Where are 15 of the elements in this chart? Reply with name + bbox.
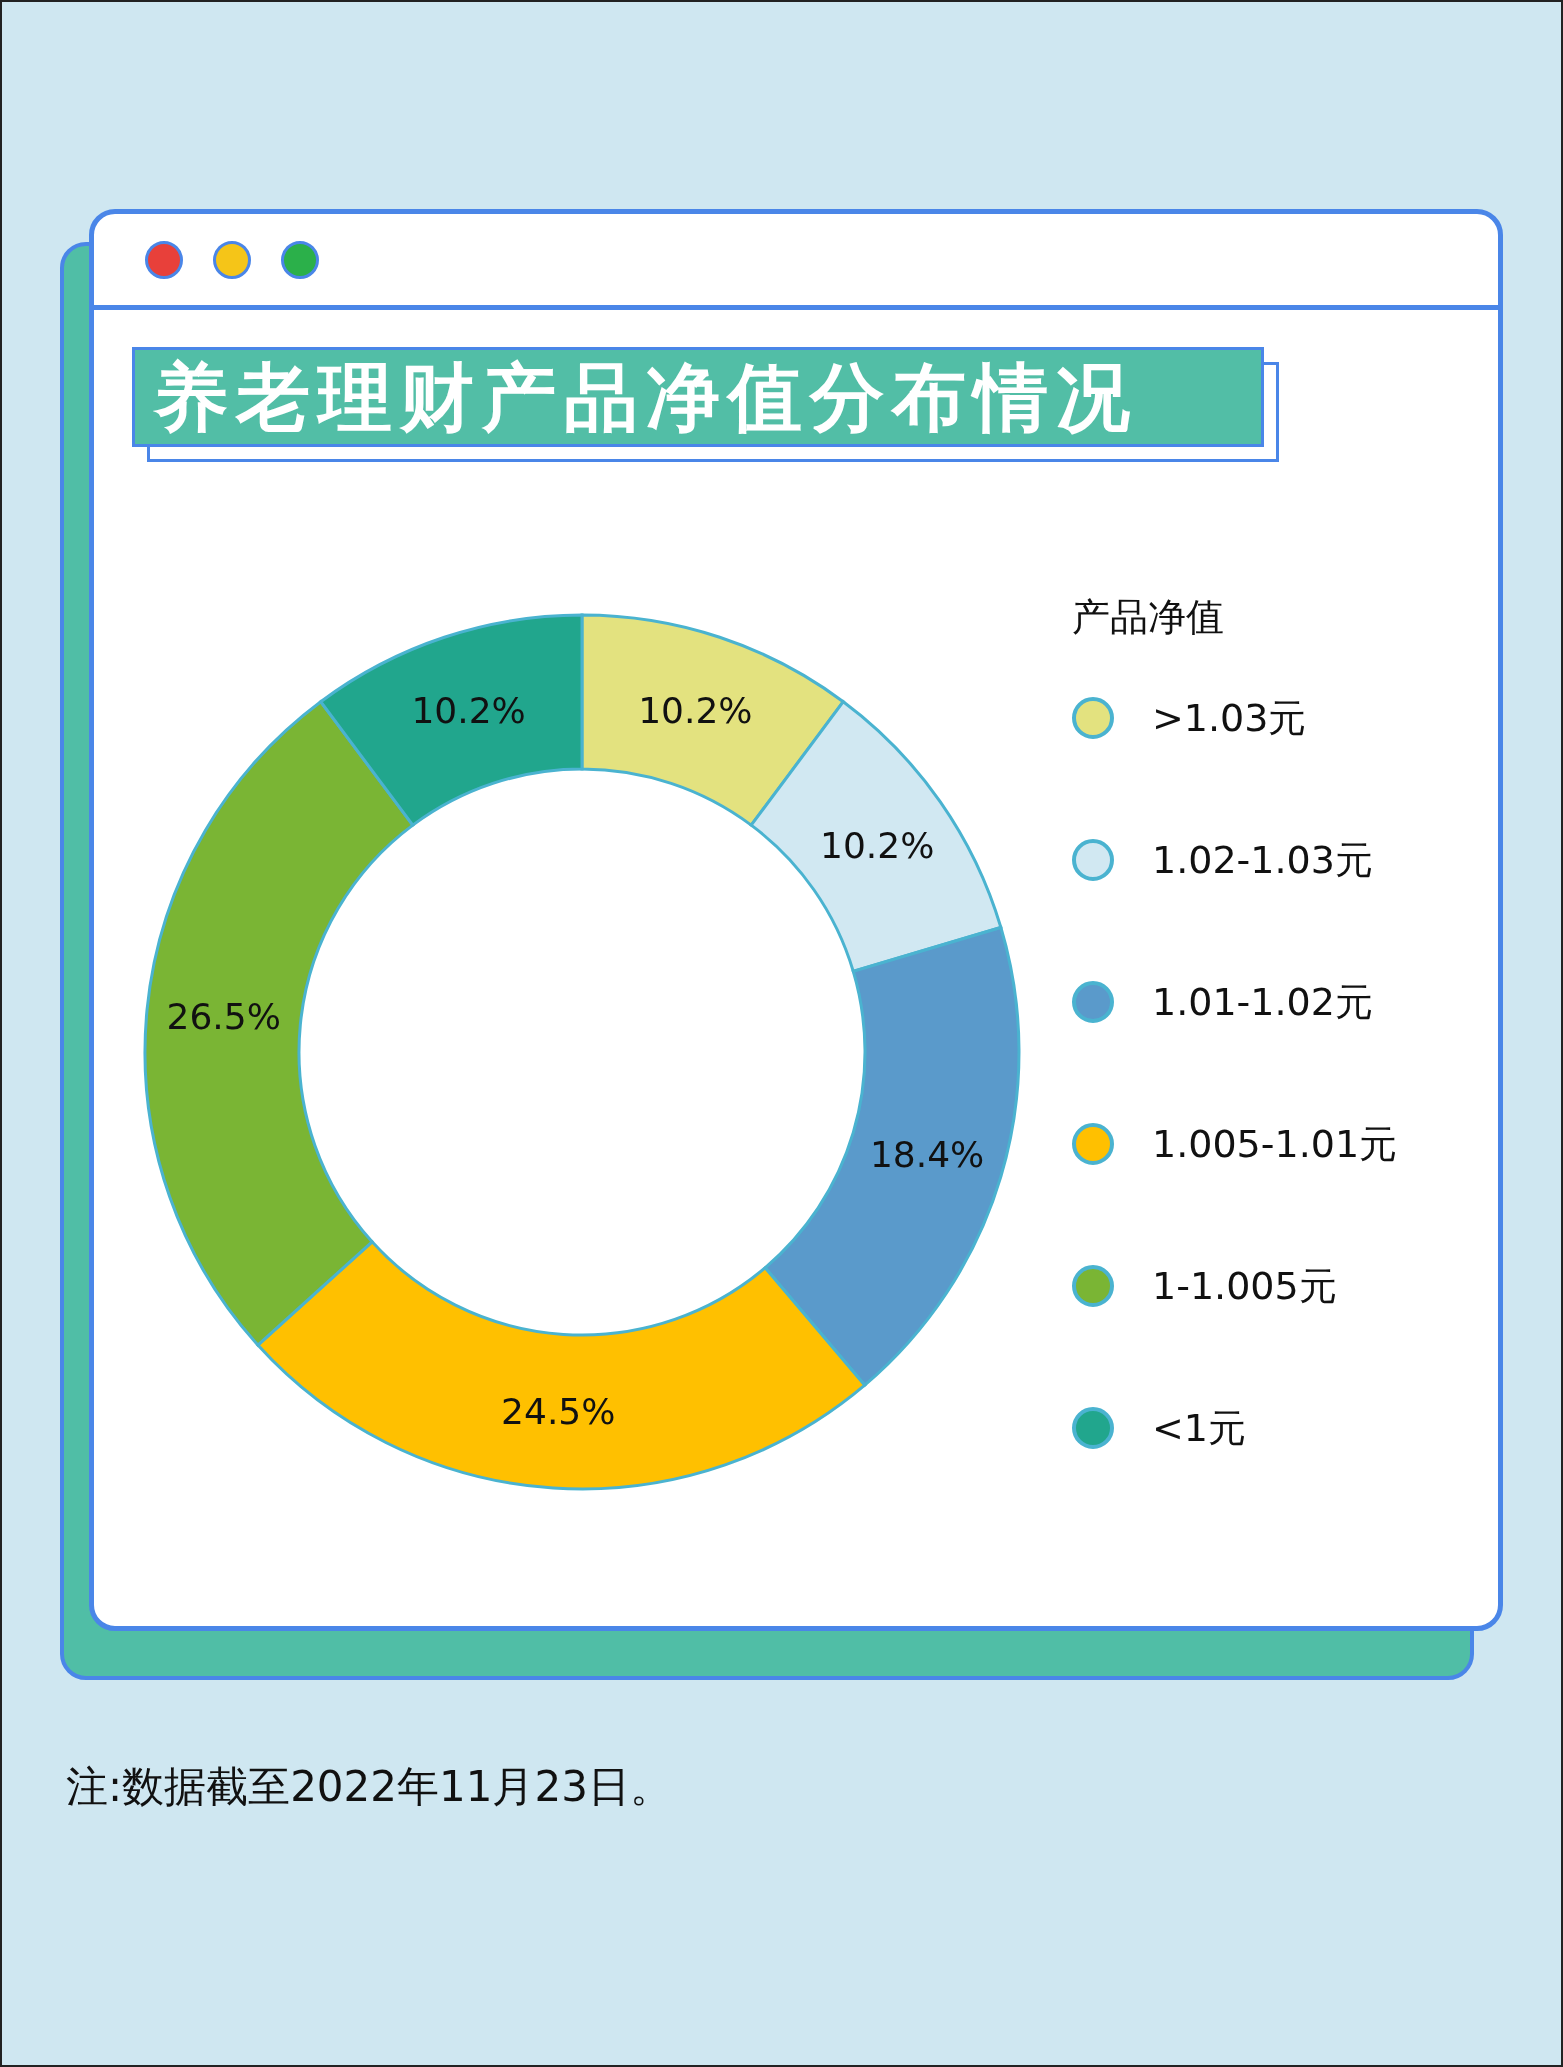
text: 注:数据截至2022年11月23日。 [66, 1761, 673, 1813]
data-label: 10.2% [411, 689, 526, 731]
legend-label: >1.03元 [1152, 694, 1307, 742]
data-label: 24.5% [501, 1390, 616, 1432]
legend-label: 1.005-1.01元 [1152, 1120, 1398, 1168]
legend-label: 1.02-1.03元 [1152, 836, 1373, 884]
legend-title: 产品净值 [1072, 594, 1225, 641]
data-label: 10.2% [820, 825, 935, 867]
data-label: 18.4% [869, 1134, 985, 1176]
legend-label: <1元 [1152, 1404, 1247, 1452]
data-label: 10.2% [638, 689, 753, 731]
legend-label: 1.01-1.02元 [1152, 978, 1373, 1026]
legend-label: 1-1.005元 [1152, 1262, 1337, 1310]
chart-title: 养老理财产品净值分布情况 [154, 353, 1138, 442]
data-label: 26.5% [166, 996, 281, 1038]
